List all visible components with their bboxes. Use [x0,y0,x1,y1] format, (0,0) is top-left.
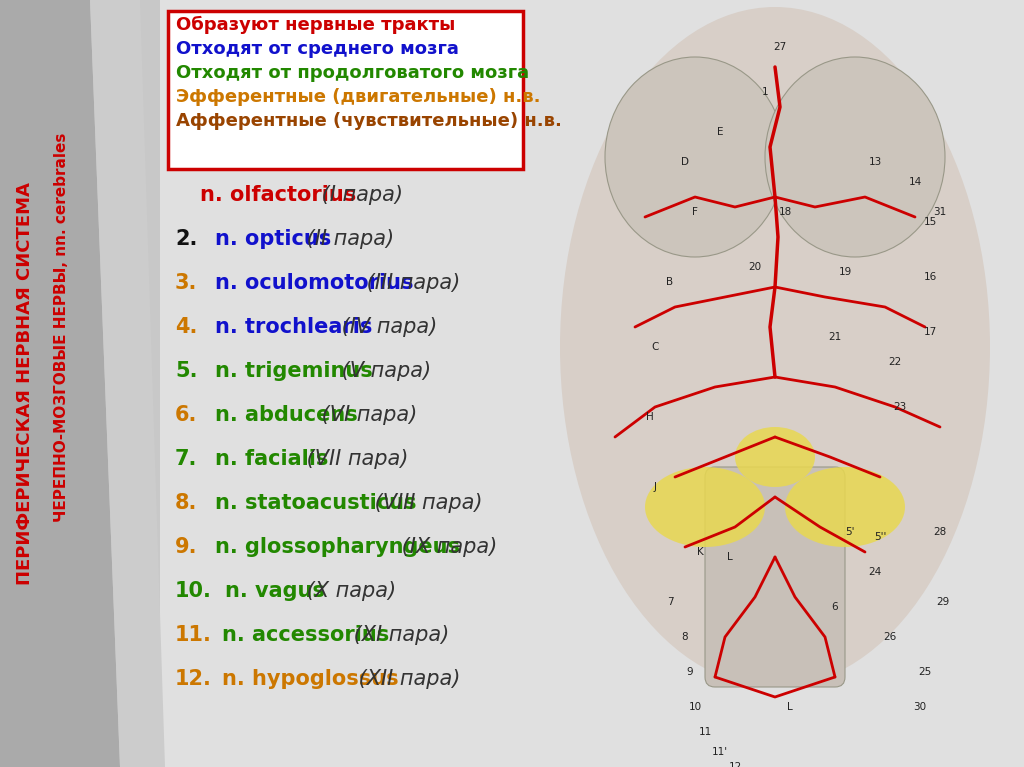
Text: 31: 31 [933,207,946,217]
Text: 11: 11 [698,727,712,737]
Text: (II пара): (II пара) [300,229,394,249]
Text: (IV пара): (IV пара) [335,317,437,337]
Text: n. oculomotorius: n. oculomotorius [215,273,414,293]
Text: n. statoacusticus: n. statoacusticus [215,493,417,513]
Text: 11': 11' [712,747,728,757]
FancyBboxPatch shape [168,11,523,169]
Text: n. vagus: n. vagus [225,581,325,601]
Text: 17: 17 [924,327,937,337]
Text: L: L [727,552,733,562]
Text: ПЕРИФЕРИЧЕСКАЯ НЕРВНАЯ СИСТЕМА: ПЕРИФЕРИЧЕСКАЯ НЕРВНАЯ СИСТЕМА [16,183,34,585]
Text: K: K [696,547,703,557]
Text: Афферентные (чувствительные) н.в.: Афферентные (чувствительные) н.в. [176,112,562,130]
Text: n. abducens: n. abducens [215,405,357,425]
Ellipse shape [735,427,815,487]
Text: 8: 8 [682,632,688,642]
Text: 19: 19 [839,267,852,277]
Text: Отходят от продолговатого мозга: Отходят от продолговатого мозга [176,64,529,82]
Text: 1: 1 [762,87,768,97]
Text: H: H [646,412,654,422]
Text: 5'': 5'' [873,532,886,542]
Text: (XII пара): (XII пара) [352,669,461,689]
Text: n. opticus: n. opticus [215,229,331,249]
Text: 25: 25 [919,667,932,677]
FancyBboxPatch shape [705,467,845,687]
Text: E: E [717,127,723,137]
Text: (V пара): (V пара) [335,361,431,381]
Text: 21: 21 [828,332,842,342]
Text: (XI пара): (XI пара) [347,625,450,645]
Text: F: F [692,207,698,217]
Text: Образуют нервные тракты: Образуют нервные тракты [176,16,456,34]
Text: n. trochlearis: n. trochlearis [215,317,373,337]
Text: J: J [653,482,656,492]
Text: (VI пара): (VI пара) [315,405,417,425]
Text: 29: 29 [936,597,949,607]
Text: (III пара): (III пара) [360,273,460,293]
Ellipse shape [560,7,990,687]
Text: n. hypoglossus: n. hypoglossus [222,669,398,689]
Text: 5.: 5. [175,361,198,381]
Text: 5': 5' [845,527,855,537]
Text: (VIII пара): (VIII пара) [368,493,482,513]
Ellipse shape [645,467,765,547]
Text: (I пара): (I пара) [315,185,403,205]
Text: 18: 18 [778,207,792,217]
Bar [160,0,1024,767]
Ellipse shape [785,467,905,547]
Text: 27: 27 [773,42,786,52]
Text: 24: 24 [868,567,882,577]
Text: B: B [667,277,674,287]
Text: n. trigeminus: n. trigeminus [215,361,373,381]
Text: Отходят от среднего мозга: Отходят от среднего мозга [176,40,459,58]
Text: 7.: 7. [175,449,198,469]
Text: 28: 28 [933,527,946,537]
Text: 26: 26 [884,632,897,642]
Text: 6.: 6. [175,405,198,425]
Text: 12.: 12. [175,669,212,689]
Text: 8.: 8. [175,493,198,513]
Text: (IX пара): (IX пара) [395,537,498,557]
Text: (VII пара): (VII пара) [300,449,409,469]
Text: C: C [651,342,658,352]
Text: (X пара): (X пара) [300,581,396,601]
Text: 7: 7 [667,597,674,607]
Text: 30: 30 [913,702,927,712]
Text: 10.: 10. [175,581,212,601]
Text: 10: 10 [688,702,701,712]
Text: 13: 13 [868,157,882,167]
Ellipse shape [605,57,785,257]
Text: 20: 20 [749,262,762,272]
Text: 3.: 3. [175,273,198,293]
Text: ЧЕРЕПНО-МОЗГОВЫЕ НЕРВЫ, nn. cerebrales: ЧЕРЕПНО-МОЗГОВЫЕ НЕРВЫ, nn. cerebrales [54,133,70,522]
Text: n. glossopharyngeus: n. glossopharyngeus [215,537,460,557]
Text: 4.: 4. [175,317,198,337]
Text: 12: 12 [728,762,741,767]
Text: 11.: 11. [175,625,212,645]
Text: 22: 22 [889,357,901,367]
Text: n. facialis: n. facialis [215,449,329,469]
Text: n. accessorius: n. accessorius [222,625,389,645]
Text: L: L [787,702,793,712]
Text: 9: 9 [687,667,693,677]
Text: 15: 15 [924,217,937,227]
Polygon shape [0,0,120,767]
Text: 6: 6 [831,602,839,612]
Polygon shape [90,0,165,767]
Text: 14: 14 [908,177,922,187]
Text: n. olfactorius: n. olfactorius [200,185,356,205]
Text: 2.: 2. [175,229,198,249]
Text: 23: 23 [893,402,906,412]
Ellipse shape [765,57,945,257]
Text: D: D [681,157,689,167]
Text: 16: 16 [924,272,937,282]
Text: 9.: 9. [175,537,198,557]
Text: Эфферентные (двигательные) н.в.: Эфферентные (двигательные) н.в. [176,88,541,106]
